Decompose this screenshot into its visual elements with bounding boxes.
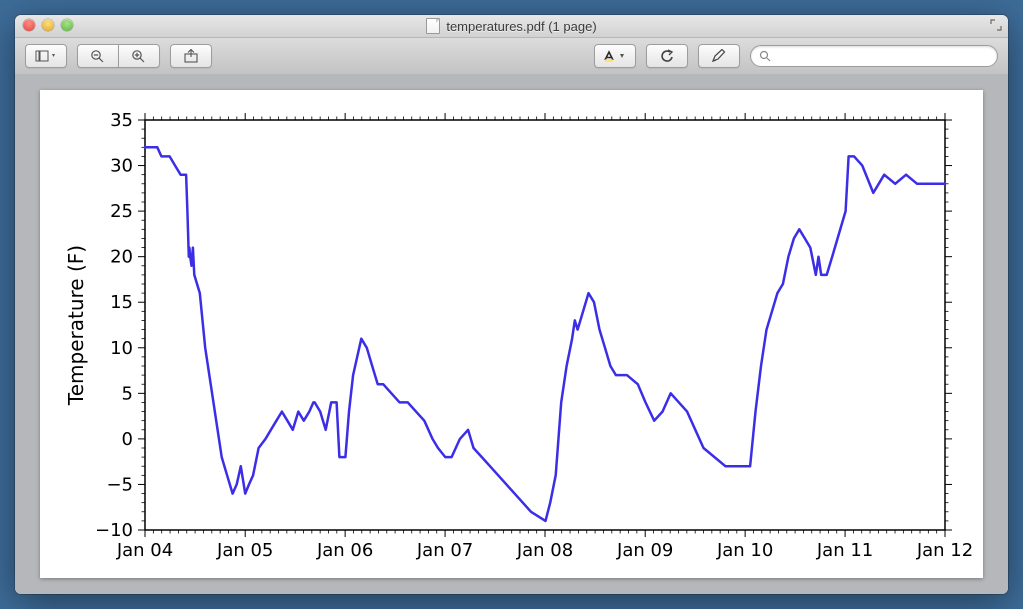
markup-button[interactable] [698,44,740,68]
view-mode-button[interactable] [25,44,67,68]
search-icon [759,50,771,62]
svg-text:−10: −10 [95,520,133,541]
search-field[interactable] [750,45,998,67]
fullscreen-icon[interactable] [990,19,1002,31]
svg-text:Jan 10: Jan 10 [716,540,773,561]
svg-text:Temperature (F): Temperature (F) [64,245,88,406]
svg-text:Jan 08: Jan 08 [516,540,573,561]
svg-text:20: 20 [110,247,133,268]
content-area: −10 −5 0 5 10 15 20 25 30 35 Jan 04 Jan 05 Jan 06 Jan… [15,74,1008,594]
svg-text:−5: −5 [106,474,133,495]
search-input[interactable] [775,48,989,64]
chart-svg: −10 −5 0 5 10 15 20 25 30 35 Jan 04 Jan 05 Jan 06 Jan… [40,90,983,578]
svg-text:15: 15 [110,292,133,313]
svg-text:5: 5 [122,383,133,404]
titlebar: temperatures.pdf (1 page) [15,15,1008,38]
share-button[interactable] [170,44,212,68]
svg-text:Jan 06: Jan 06 [316,540,373,561]
window: temperatures.pdf (1 page) [15,15,1008,594]
chart: −10 −5 0 5 10 15 20 25 30 35 Jan 04 Jan 05 Jan 06 Jan… [40,90,983,578]
svg-text:Jan 11: Jan 11 [816,540,873,561]
document-icon [426,18,440,34]
rotate-button[interactable] [646,44,688,68]
window-title-text: temperatures.pdf (1 page) [446,19,596,34]
svg-text:Jan 09: Jan 09 [616,540,673,561]
minimize-button[interactable] [42,19,54,31]
svg-text:25: 25 [110,201,133,222]
svg-text:Jan 12: Jan 12 [916,540,973,561]
svg-text:35: 35 [110,110,133,131]
close-button[interactable] [23,19,35,31]
zoom-button[interactable] [61,19,73,31]
highlight-group [594,44,636,68]
window-title: temperatures.pdf (1 page) [426,18,596,34]
svg-text:Jan 07: Jan 07 [416,540,473,561]
traffic-lights [23,19,73,31]
document-page: −10 −5 0 5 10 15 20 25 30 35 Jan 04 Jan 05 Jan 06 Jan… [40,90,983,578]
svg-text:Jan 04: Jan 04 [116,540,173,561]
view-mode-group [25,44,67,68]
zoom-in-button[interactable] [118,44,160,68]
svg-text:30: 30 [110,156,133,177]
toolbar [15,38,1008,75]
svg-text:Jan 05: Jan 05 [216,540,273,561]
svg-text:10: 10 [110,338,133,359]
zoom-out-button[interactable] [77,44,118,68]
highlight-button[interactable] [594,44,636,68]
svg-text:0: 0 [122,429,133,450]
zoom-group [77,44,160,68]
